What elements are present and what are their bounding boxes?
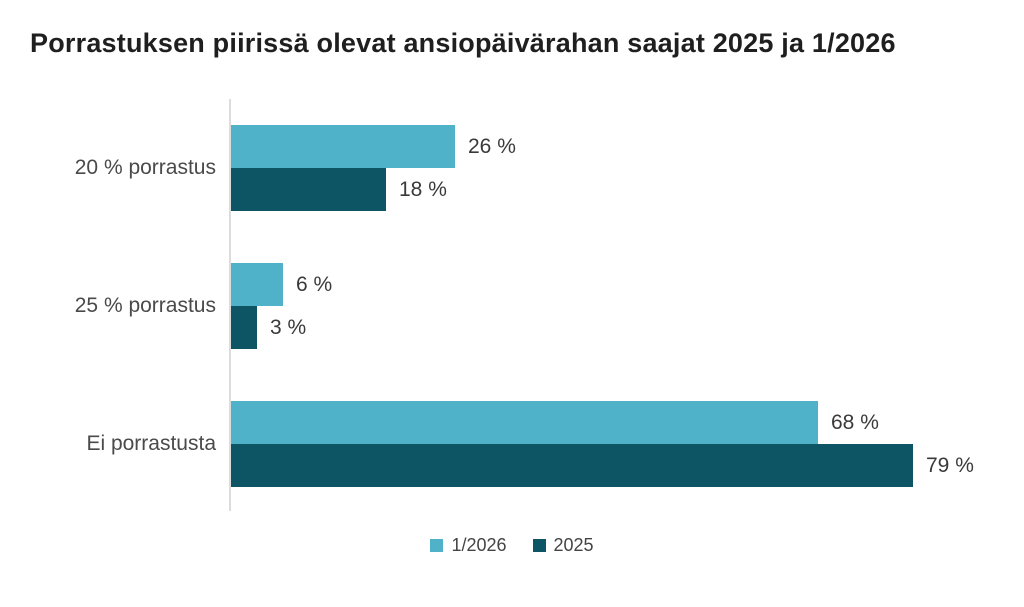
value-label-ei-porrastusta-1-2026: 68 %: [831, 410, 879, 434]
bar-row-25-porrastus-2025: 3 %: [231, 306, 306, 349]
y-axis-line: [229, 99, 231, 511]
bar-2025-20-porrastus: [231, 168, 386, 211]
category-label-25-porrastus: 25 % porrastus: [74, 294, 216, 317]
legend-item-2025: 2025: [532, 535, 594, 556]
value-label-25-porrastus-1-2026: 6 %: [296, 272, 333, 296]
bar-2025-25-porrastus: [231, 306, 257, 349]
value-label-20-porrastus-1-2026: 26 %: [468, 134, 516, 158]
bar-1-2026-20-porrastus: [231, 125, 455, 168]
legend-swatch-icon: [430, 539, 444, 552]
bar-row-ei-porrastusta-2025: 79 %: [231, 444, 974, 487]
legend-label: 1/2026: [451, 535, 507, 555]
legend: 1/2026 2025: [0, 535, 1024, 556]
bar-2025-ei-porrastusta: [231, 444, 913, 487]
category-label-ei-porrastusta: Ei porrastusta: [86, 432, 216, 455]
bar-1-2026-ei-porrastusta: [231, 401, 818, 444]
value-label-20-porrastus-2025: 18 %: [399, 177, 447, 201]
bar-row-20-porrastus-1-2026: 26 %: [231, 125, 516, 168]
legend-label: 2025: [553, 535, 594, 555]
bar-row-25-porrastus-1-2026: 6 %: [231, 263, 332, 306]
category-labels: 20 % porrastus 25 % porrastus Ei porrastus…: [0, 99, 216, 511]
value-label-25-porrastus-2025: 3 %: [270, 315, 307, 339]
bar-row-ei-porrastusta-1-2026: 68 %: [231, 401, 879, 444]
plot-area: 26 % 18 % 6 % 3 % 68 % 79 %: [231, 99, 1024, 511]
legend-item-1-2026: 1/2026: [430, 535, 507, 556]
category-label-20-porrastus: 20 % porrastus: [74, 156, 216, 179]
bar-row-20-porrastus-2025: 18 %: [231, 168, 447, 211]
bar-1-2026-25-porrastus: [231, 263, 283, 306]
legend-swatch-icon: [532, 539, 546, 552]
value-label-ei-porrastusta-2025: 79 %: [926, 453, 974, 477]
chart-title: Porrastuksen piirissä olevat ansiopäivär…: [30, 28, 896, 58]
